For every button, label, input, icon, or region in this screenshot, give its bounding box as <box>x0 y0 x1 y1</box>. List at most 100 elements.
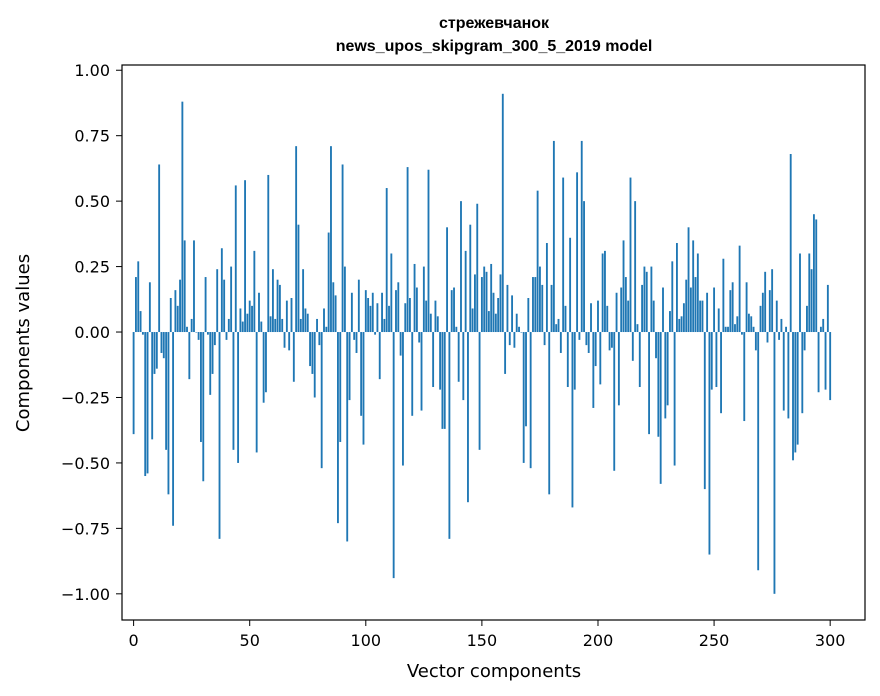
bar <box>578 332 581 340</box>
bar <box>262 332 265 403</box>
bar <box>757 332 760 571</box>
bar <box>729 290 732 333</box>
y-tick-label: −0.75 <box>61 519 110 538</box>
bar <box>327 232 330 333</box>
bar <box>555 324 558 333</box>
bar <box>819 326 822 333</box>
bar <box>418 332 421 343</box>
bar <box>255 332 258 453</box>
bar <box>680 316 683 333</box>
bar <box>260 321 263 333</box>
bar <box>710 332 713 390</box>
bar <box>176 305 179 333</box>
bar <box>223 279 226 333</box>
bar <box>144 332 147 477</box>
bar <box>548 332 551 495</box>
bar <box>745 282 748 333</box>
bar <box>552 140 555 333</box>
bar <box>341 164 344 333</box>
y-tick-label: 0.75 <box>74 127 110 146</box>
bar <box>650 266 653 333</box>
bar <box>376 303 379 333</box>
y-tick-label: 0.00 <box>74 323 110 342</box>
bar <box>571 332 574 508</box>
bar <box>330 146 332 333</box>
bar <box>601 253 604 333</box>
bar <box>316 318 318 333</box>
bar <box>211 332 214 374</box>
y-tick-label: −1.00 <box>61 585 110 604</box>
bar <box>566 332 569 388</box>
bar <box>471 308 474 333</box>
bar <box>778 332 781 340</box>
bar <box>390 253 393 333</box>
bar <box>506 284 509 333</box>
bar <box>557 318 560 333</box>
bar <box>292 332 295 382</box>
bar <box>508 332 511 346</box>
chart-subtitle: news_upos_skipgram_300_5_2019 model <box>336 38 653 55</box>
bar <box>408 298 411 333</box>
bar <box>583 201 585 333</box>
bar <box>564 305 567 333</box>
bar <box>218 332 221 539</box>
bar <box>504 332 507 374</box>
bar <box>353 332 356 340</box>
bar <box>738 245 741 333</box>
bar <box>299 318 302 333</box>
bar <box>137 261 140 333</box>
bar <box>750 316 753 333</box>
bar <box>323 308 325 333</box>
bar <box>485 271 488 333</box>
bar <box>318 332 321 346</box>
bar <box>829 332 832 401</box>
bar <box>253 250 256 333</box>
bar <box>620 287 623 333</box>
bar <box>787 332 790 419</box>
bar <box>689 287 692 333</box>
bar <box>522 332 525 463</box>
bar <box>789 154 792 333</box>
bar <box>780 318 783 333</box>
bar <box>659 332 662 484</box>
bar <box>188 332 191 380</box>
bar <box>415 287 418 333</box>
bar <box>541 284 544 333</box>
bar <box>696 253 699 333</box>
bar <box>627 300 630 333</box>
bar <box>799 253 801 333</box>
bar <box>374 332 377 335</box>
bar <box>817 332 820 393</box>
bar <box>397 282 400 333</box>
bar <box>132 332 135 435</box>
bar <box>209 332 212 395</box>
bar <box>669 311 671 333</box>
bar <box>592 332 595 408</box>
bar <box>367 298 370 333</box>
bar <box>724 326 727 333</box>
bar <box>715 332 718 388</box>
bar <box>183 240 186 333</box>
bar <box>304 308 307 333</box>
bar <box>576 172 579 333</box>
x-axis-ticks: 0 50 100 150 200 250 300 <box>129 620 845 650</box>
bar <box>678 318 681 333</box>
bar <box>220 248 223 333</box>
bar <box>200 332 202 442</box>
bar <box>241 321 244 333</box>
bar <box>172 332 175 526</box>
bar <box>562 177 565 333</box>
bar <box>151 332 154 440</box>
bar <box>193 240 195 333</box>
bar <box>731 282 734 333</box>
bar <box>213 332 216 346</box>
bar <box>759 305 762 333</box>
bar <box>313 332 316 398</box>
bar <box>796 332 799 445</box>
bar <box>413 263 416 333</box>
bar <box>520 332 523 333</box>
bar <box>492 292 495 333</box>
bar <box>160 332 163 353</box>
bar <box>474 274 476 333</box>
